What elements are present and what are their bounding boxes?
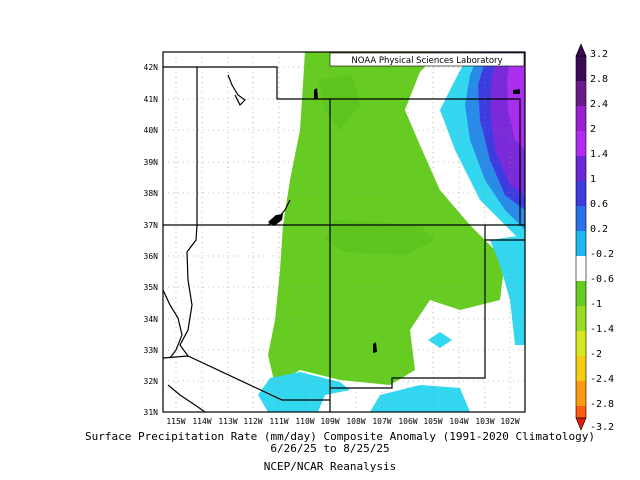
map-plot-area: NOAA Physical Sciences Laboratory <box>162 51 526 413</box>
lat-tick-label: 33N <box>144 346 159 355</box>
lon-tick-label: 113W <box>218 417 237 426</box>
lat-tick-label: 37N <box>144 221 159 230</box>
colorbar-label: 0.2 <box>590 224 608 235</box>
white-band-region <box>405 52 525 345</box>
state-boundaries <box>162 66 525 412</box>
credit-text: NOAA Physical Sciences Laboratory <box>351 56 502 66</box>
lon-tick-label: 102W <box>500 417 519 426</box>
darker-green-patch <box>325 220 435 255</box>
colorbar-label: 3.2 <box>590 49 608 60</box>
colorbar-label: -0.2 <box>590 249 614 260</box>
lat-tick-label: 36N <box>144 252 159 261</box>
lat-tick-labels: 42N 41N 40N 39N 38N 37N 36N 35N 34N 33N … <box>144 63 159 417</box>
colorbar-segment <box>576 106 586 131</box>
colorbar: 3.2 2.8 2.4 2 1.4 1 0.6 0.2 -0.2 -0.6 -1… <box>575 43 614 433</box>
lat-tick-label: 39N <box>144 158 159 167</box>
colorbar-segment <box>576 156 586 181</box>
gridlines <box>163 52 525 412</box>
lon-tick-label: 105W <box>423 417 442 426</box>
lat-tick-label: 35N <box>144 283 159 292</box>
colorbar-segment <box>576 406 586 418</box>
colorbar-segment <box>576 56 586 81</box>
lat-tick-label: 31N <box>144 408 159 417</box>
colorbar-labels: 3.2 2.8 2.4 2 1.4 1 0.6 0.2 -0.2 -0.6 -1… <box>590 49 614 433</box>
green-anomaly-region <box>268 52 505 385</box>
colorbar-bottom-arrow <box>575 417 587 431</box>
colorbar-frame <box>575 55 587 419</box>
colorbar-label: 2.4 <box>590 99 608 110</box>
map-caption-dataset: NCEP/NCAR Reanalysis <box>263 460 397 473</box>
great-salt-lake <box>268 214 283 226</box>
cyan-patch-small <box>428 332 452 348</box>
lon-tick-label: 111W <box>269 417 288 426</box>
lon-tick-label: 106W <box>398 417 417 426</box>
colorbar-label: -2.8 <box>590 399 614 410</box>
lon-tick-label: 110W <box>295 417 314 426</box>
lake-mark <box>513 89 520 94</box>
cyan-anomaly-region-southeast <box>370 385 470 412</box>
colorbar-segment <box>576 306 586 331</box>
lat-tick-label: 34N <box>144 315 159 324</box>
colorbar-label: 2 <box>590 124 596 135</box>
lake-mark <box>314 88 318 100</box>
lon-tick-label: 115W <box>166 417 185 426</box>
colorbar-label: -0.6 <box>590 274 614 285</box>
lat-tick-label: 32N <box>144 377 159 386</box>
colorbar-segment <box>576 181 586 206</box>
lat-tick-label: 41N <box>144 95 159 104</box>
colorbar-label: -1.4 <box>590 324 614 335</box>
map-caption-date-range: 6/26/25 to 8/25/25 <box>270 442 390 455</box>
lake-mark <box>373 342 377 353</box>
colorbar-segment <box>576 206 586 231</box>
map-frame <box>162 51 526 413</box>
cyan-anomaly-region-south <box>258 372 350 412</box>
colorbar-top-arrow <box>575 43 587 57</box>
darker-green-patch <box>318 75 360 130</box>
lon-tick-label: 114W <box>192 417 211 426</box>
lon-tick-label: 104W <box>449 417 468 426</box>
colorbar-segment <box>576 281 586 306</box>
lon-tick-label: 108W <box>346 417 365 426</box>
colorbar-label: -2.4 <box>590 374 614 385</box>
map-caption-title: Surface Precipitation Rate (mm/day) Comp… <box>85 430 595 443</box>
colorbar-segment <box>576 381 586 406</box>
colorbar-segment <box>576 331 586 356</box>
colorbar-label: 2.8 <box>590 74 608 85</box>
lon-tick-label: 103W <box>475 417 494 426</box>
lat-tick-label: 38N <box>144 189 159 198</box>
colorbar-segment <box>576 81 586 106</box>
colorbar-label: -2 <box>590 349 602 360</box>
lon-tick-labels: 115W 114W 113W 112W 111W 110W 109W 108W … <box>166 417 519 426</box>
credit-box <box>329 52 525 67</box>
lat-tick-label: 40N <box>144 126 159 135</box>
colorbar-label: -3.2 <box>590 422 614 433</box>
lon-tick-label: 109W <box>320 417 339 426</box>
colorbar-segment <box>576 131 586 156</box>
colorbar-label: 1 <box>590 174 596 185</box>
cyan-anomaly-region-east <box>490 235 525 345</box>
colorbar-label: -1 <box>590 299 602 310</box>
colorbar-segment <box>576 356 586 381</box>
colorbar-label: 1.4 <box>590 149 608 160</box>
lon-tick-label: 112W <box>243 417 262 426</box>
lat-tick-label: 42N <box>144 63 159 72</box>
colorbar-segment <box>576 231 586 256</box>
colorbar-segment <box>576 256 586 281</box>
colorbar-label: 0.6 <box>590 199 608 210</box>
lon-tick-label: 107W <box>372 417 391 426</box>
